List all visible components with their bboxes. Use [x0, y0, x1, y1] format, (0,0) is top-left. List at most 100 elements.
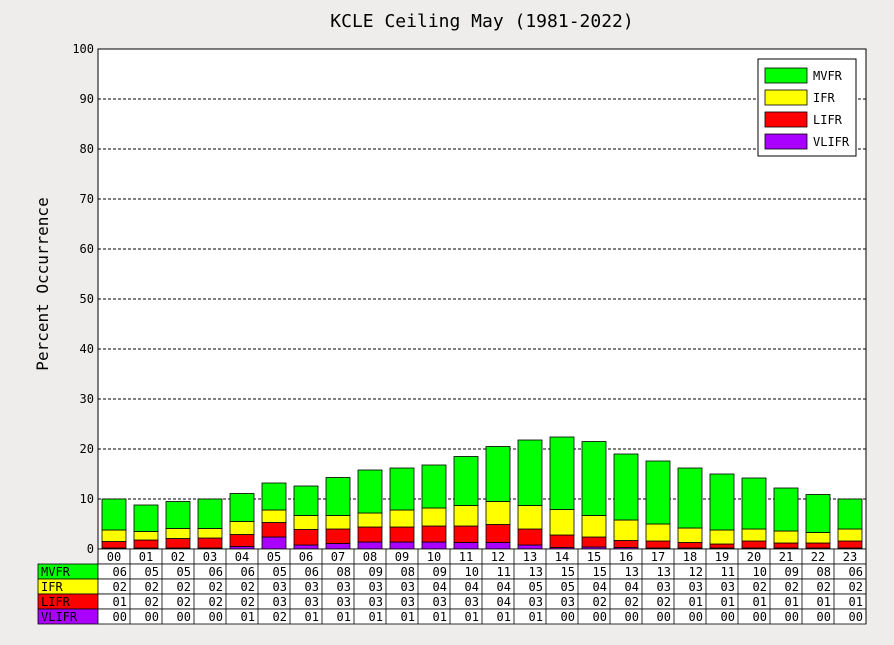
y-tick-label: 60 [80, 242, 94, 256]
bar-ifr-02 [165, 528, 191, 539]
x-tick-label: 02 [171, 550, 185, 564]
y-tick-label: 40 [80, 342, 94, 356]
y-tick-label: 30 [80, 392, 94, 406]
table-cell: 01 [369, 610, 383, 624]
table-cell: 01 [753, 595, 767, 609]
legend-label-mvfr: MVFR [813, 69, 843, 83]
bar-vlifr-09 [389, 541, 415, 550]
table-cell: 00 [753, 610, 767, 624]
bar-vlifr-13 [517, 544, 543, 550]
bar-mvfr-10 [421, 464, 447, 509]
table-cell: 02 [145, 595, 159, 609]
bar-ifr-18 [677, 527, 703, 543]
table-cell: 00 [689, 610, 703, 624]
table-cell: 03 [337, 595, 351, 609]
bar-mvfr-03 [197, 498, 223, 529]
table-cell: 03 [689, 580, 703, 594]
x-tick-label: 14 [555, 550, 569, 564]
table-cell: 12 [689, 565, 703, 579]
table-cell: 03 [305, 580, 319, 594]
table-cell: 03 [305, 595, 319, 609]
table-cell: 01 [433, 610, 447, 624]
table-cell: 01 [849, 595, 863, 609]
bar-lifr-07 [325, 528, 351, 544]
bar-lifr-09 [389, 526, 415, 543]
bar-mvfr-00 [101, 498, 127, 531]
bar-lifr-01 [133, 539, 159, 549]
bar-lifr-12 [485, 524, 511, 543]
table-cell: 03 [369, 580, 383, 594]
table-cell: 02 [209, 580, 223, 594]
bar-mvfr-16 [613, 453, 639, 521]
bar-lifr-18 [677, 542, 703, 549]
table-cell: 03 [433, 595, 447, 609]
legend: MVFR IFR LIFR VLIFR [757, 58, 857, 157]
bar-lifr-06 [293, 529, 319, 546]
table-cell: 02 [593, 595, 607, 609]
legend-label-ifr: IFR [813, 91, 835, 105]
table-row-label-lifr: LIFR [41, 595, 71, 609]
bar-mvfr-05 [261, 482, 287, 511]
bar-lifr-19 [709, 543, 735, 549]
table-cell: 02 [241, 595, 255, 609]
table-cell: 03 [337, 580, 351, 594]
table-cell: 00 [113, 610, 127, 624]
table-cell: 04 [465, 580, 479, 594]
table-cell: 01 [337, 610, 351, 624]
x-tick-label: 03 [203, 550, 217, 564]
table-cell: 08 [401, 565, 415, 579]
bar-ifr-11 [453, 505, 479, 527]
bar-ifr-13 [517, 505, 543, 530]
bar-ifr-14 [549, 509, 575, 536]
table-cell: 00 [817, 610, 831, 624]
table-row-label-vlifr: VLIFR [41, 610, 78, 624]
bar-mvfr-19 [709, 473, 735, 531]
table-cell: 11 [497, 565, 511, 579]
table-cell: 00 [657, 610, 671, 624]
bar-vlifr-06 [293, 544, 319, 550]
bar-ifr-19 [709, 529, 735, 545]
table-cell: 02 [113, 580, 127, 594]
y-axis-label: Percent Occurrence [33, 197, 52, 370]
table-cell: 01 [305, 610, 319, 624]
table-cell: 03 [369, 595, 383, 609]
x-tick-label: 01 [139, 550, 153, 564]
y-tick-label: 10 [80, 492, 94, 506]
table-cell: 13 [529, 565, 543, 579]
bar-lifr-23 [837, 540, 863, 549]
table-cell: 02 [625, 595, 639, 609]
table-cell: 04 [625, 580, 639, 594]
bar-lifr-17 [645, 540, 671, 549]
table-cell: 15 [593, 565, 607, 579]
bar-mvfr-04 [229, 493, 255, 522]
x-tick-label: 00 [107, 550, 121, 564]
legend-swatch-lifr [764, 111, 808, 128]
bar-ifr-06 [293, 515, 319, 530]
table-cell: 01 [817, 595, 831, 609]
x-tick-label: 20 [747, 550, 761, 564]
table-cell: 05 [273, 565, 287, 579]
table-cell: 02 [177, 580, 191, 594]
bar-mvfr-18 [677, 467, 703, 529]
bar-ifr-12 [485, 501, 511, 525]
table-cell: 02 [753, 580, 767, 594]
table-cell: 00 [145, 610, 159, 624]
table-cell: 00 [177, 610, 191, 624]
table-cell: 04 [433, 580, 447, 594]
table-cell: 13 [657, 565, 671, 579]
table-cell: 05 [145, 565, 159, 579]
table-cell: 06 [241, 565, 255, 579]
bar-mvfr-17 [645, 460, 671, 525]
table-cell: 00 [785, 610, 799, 624]
table-row-label-mvfr: MVFR [41, 565, 71, 579]
table-cell: 06 [305, 565, 319, 579]
bar-ifr-09 [389, 509, 415, 528]
bar-mvfr-12 [485, 446, 511, 502]
bar-ifr-15 [581, 515, 607, 538]
table-cell: 02 [849, 580, 863, 594]
bar-lifr-04 [229, 534, 255, 547]
table-cell: 00 [561, 610, 575, 624]
table-cell: 05 [561, 580, 575, 594]
table-cell: 03 [273, 580, 287, 594]
bar-lifr-13 [517, 528, 543, 546]
